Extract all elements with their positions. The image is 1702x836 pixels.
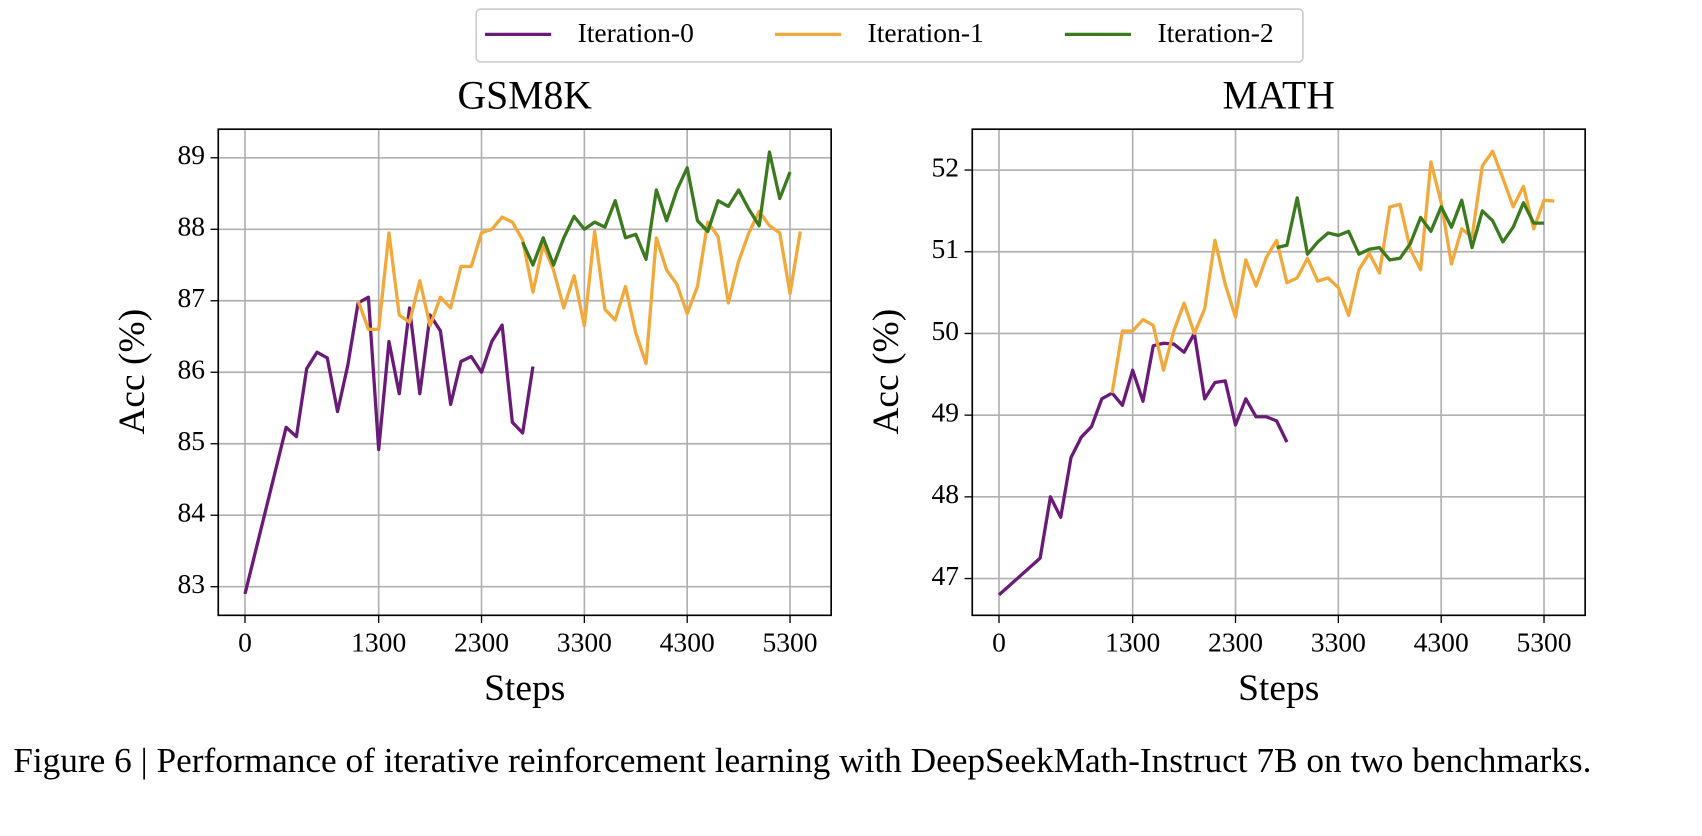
series-line xyxy=(356,209,802,366)
y-tick-label: 51 xyxy=(931,233,959,264)
y-tick-label: 50 xyxy=(931,315,959,346)
y-tick-label: 49 xyxy=(931,396,959,427)
panel: 0 1300 2300 3300 4300 5300 83 84 85 86 87 88 89 GSM8K… xyxy=(112,74,832,709)
panel: 0 1300 2300 3300 4300 5300 47 48 49 50 51 52 MATH Ste… xyxy=(866,74,1586,709)
caption: Figure 6 | Performance of iterative rein… xyxy=(13,739,1592,780)
y-axis-label: Acc (%) xyxy=(112,309,153,435)
legend-label: Iteration-1 xyxy=(868,17,984,48)
y-tick-label: 88 xyxy=(177,211,205,242)
x-tick-label: 5300 xyxy=(762,626,817,657)
x-axis-label: Steps xyxy=(484,668,565,709)
chart-title: GSM8K xyxy=(457,74,592,118)
y-tick-label: 84 xyxy=(177,497,205,528)
x-tick-label: 0 xyxy=(238,626,252,657)
y-tick-label: 87 xyxy=(177,282,205,313)
series-line xyxy=(1276,196,1545,262)
y-tick-label: 86 xyxy=(177,354,205,385)
x-tick-label: 3300 xyxy=(1311,626,1366,657)
x-tick-label: 1300 xyxy=(1105,626,1160,657)
series-line xyxy=(521,150,792,267)
legend-label: Iteration-2 xyxy=(1157,17,1273,48)
legend-box xyxy=(475,8,1304,63)
x-tick-label: 2300 xyxy=(1208,626,1263,657)
series-line xyxy=(1110,149,1555,394)
plot-frame xyxy=(217,128,832,617)
legend: Iteration-0 Iteration-1 Iteration-2 xyxy=(475,8,1304,63)
caption-box: Figure 6 | Performance of iterative rein… xyxy=(13,739,1592,780)
x-tick-label: 1300 xyxy=(351,626,406,657)
y-tick-label: 85 xyxy=(177,425,205,456)
y-tick-label: 83 xyxy=(177,568,205,599)
x-tick-label: 2300 xyxy=(454,626,509,657)
x-tick-label: 3300 xyxy=(557,626,612,657)
chart-title: MATH xyxy=(1222,74,1334,118)
y-tick-label: 52 xyxy=(931,151,959,182)
y-tick-label: 89 xyxy=(177,139,205,170)
y-tick-label: 47 xyxy=(931,560,959,591)
x-tick-label: 5300 xyxy=(1516,626,1571,657)
plot-frame xyxy=(971,128,1586,617)
x-tick-label: 4300 xyxy=(1414,626,1469,657)
series-line xyxy=(997,331,1289,597)
series-line xyxy=(243,295,535,595)
x-tick-label: 4300 xyxy=(660,626,715,657)
x-axis-label: Steps xyxy=(1238,668,1319,709)
legend-label: Iteration-0 xyxy=(578,17,694,48)
y-tick-label: 48 xyxy=(931,478,959,509)
x-tick-label: 0 xyxy=(992,626,1006,657)
y-axis-label: Acc (%) xyxy=(866,309,907,435)
